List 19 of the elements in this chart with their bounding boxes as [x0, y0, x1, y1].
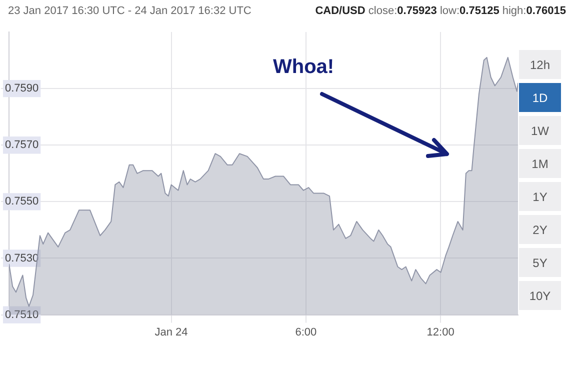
- y-tick-label: 0.7530: [5, 252, 39, 264]
- text: 10Y: [519, 281, 561, 310]
- x-tick-label: Jan 24: [154, 326, 188, 338]
- y-tick-label: 0.7510: [5, 308, 39, 321]
- y-tick-label: 0.7550: [5, 196, 39, 208]
- y-tick-label: 0.7590: [5, 82, 39, 95]
- text: 12h: [519, 50, 561, 79]
- text: 1Y: [519, 182, 561, 211]
- annotation: Whoa!: [273, 56, 334, 79]
- x-tick-label: 6:00: [295, 326, 317, 338]
- text: 2Y: [519, 215, 561, 244]
- x-tick-label: 12:00: [426, 326, 454, 338]
- text: 1W: [519, 116, 561, 145]
- chart-title: 23 Jan 2017 16:30 UTC - 24 Jan 2017 16:32 UTC: [8, 5, 252, 17]
- text: CAD/USD close:0.75923 low:0.75125 high:0.76015: [315, 5, 566, 17]
- y-tick-label: 0.7570: [5, 139, 39, 152]
- text: 5Y: [519, 248, 561, 277]
- text: 1M: [519, 149, 561, 178]
- text: 1D: [519, 83, 561, 112]
